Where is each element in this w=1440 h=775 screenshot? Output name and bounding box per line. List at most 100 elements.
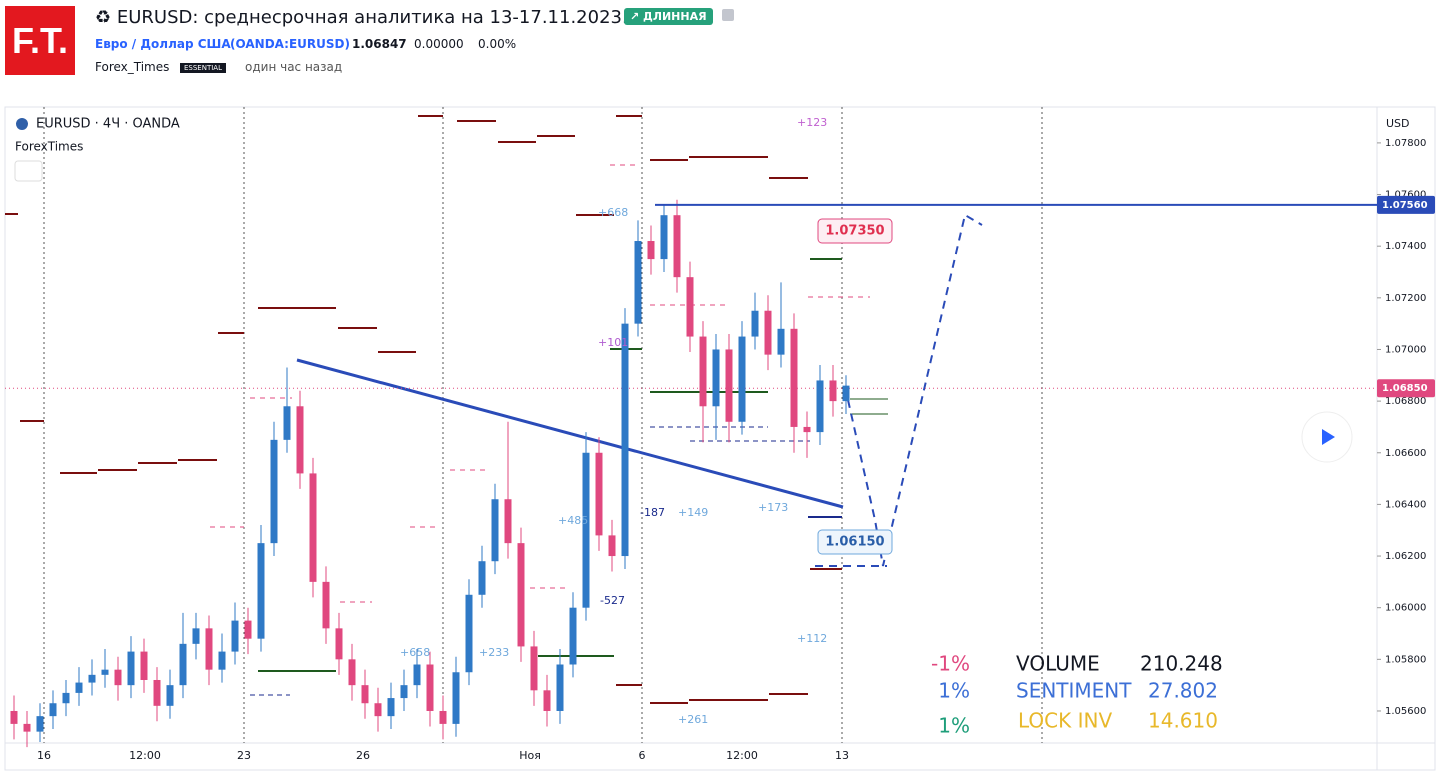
currency: USD — [1386, 117, 1410, 130]
candle-body — [842, 385, 850, 402]
pink-levels — [210, 164, 870, 603]
price-tag — [1377, 195, 1435, 214]
annotation: +101 — [598, 336, 628, 349]
trend-line — [296, 358, 844, 509]
candle-body — [777, 328, 785, 355]
candle-body — [816, 380, 824, 433]
candle-body — [218, 651, 226, 670]
candle-body — [413, 664, 421, 686]
stat-name: VOLUME — [1016, 652, 1100, 676]
candle-body — [439, 710, 447, 724]
candle-body — [569, 607, 577, 665]
annotation: +261 — [678, 713, 708, 726]
candle-body — [283, 406, 291, 440]
annotation: +149 — [678, 506, 708, 519]
annotation: +485 — [558, 514, 588, 527]
collapse-button[interactable] — [14, 160, 43, 182]
instrument[interactable]: Евро / Доллар США — [95, 37, 231, 51]
green-levels — [258, 258, 888, 672]
candle-body — [88, 674, 96, 683]
candle-body — [75, 682, 83, 693]
candle-body — [725, 349, 733, 422]
indicator-name: ForexTimes — [15, 140, 83, 154]
annotation: +112 — [797, 632, 827, 645]
candle-body — [504, 499, 512, 544]
price: 1.06847 — [352, 37, 407, 51]
y-tick-label: 1.06800 — [1385, 396, 1426, 407]
candle-body — [374, 703, 382, 717]
candle-body — [348, 659, 356, 686]
annotation: -187 — [640, 506, 665, 519]
candle-body — [530, 646, 538, 691]
candle-body — [309, 473, 317, 582]
candle-body — [153, 679, 161, 706]
annotation: +173 — [758, 501, 788, 514]
candle-body — [62, 692, 70, 704]
author[interactable]: Forex_Times — [95, 60, 170, 74]
x-tick-label: 12:00 — [726, 749, 758, 762]
level-lines — [5, 115, 842, 704]
candle-body — [751, 310, 759, 337]
candle-body — [192, 628, 200, 644]
change: 0.00000 — [414, 37, 464, 51]
candle-body — [790, 328, 798, 427]
time: один час назад — [245, 60, 343, 74]
candle-body — [23, 723, 31, 732]
stat-name: SENTIMENT — [1016, 679, 1132, 703]
y-tick-label: 1.07400 — [1385, 241, 1426, 252]
badge: ↗ ДЛИННАЯ — [624, 8, 713, 25]
candle-body — [686, 277, 694, 337]
symbol-icon — [16, 118, 28, 130]
candle-body — [426, 664, 434, 711]
change-pct: 0.00% — [478, 37, 517, 51]
projection-path — [815, 213, 983, 567]
y-tick-label: 1.06600 — [1385, 448, 1426, 459]
candle-body — [400, 685, 408, 699]
candle-body — [608, 535, 616, 557]
candle-body — [556, 664, 564, 711]
x-tick-label: 26 — [356, 749, 370, 762]
annotation: +668 — [598, 206, 628, 219]
symbol[interactable]: (OANDA:EURUSD) — [230, 37, 350, 51]
candle-body — [49, 703, 57, 717]
x-tick-label: 13 — [835, 749, 849, 762]
callout-box — [817, 218, 893, 244]
idea-title: ♻ EURUSD: среднесрочная аналитика на 13-… — [95, 7, 628, 28]
stat-pct: -1% — [931, 652, 970, 676]
y-tick-label: 1.07000 — [1385, 344, 1426, 355]
candle-body — [361, 685, 369, 704]
candle-body — [335, 628, 343, 660]
play-icon[interactable] — [1322, 429, 1335, 445]
candle-body — [829, 380, 837, 402]
candle-body — [465, 594, 473, 673]
candle-body — [491, 499, 499, 562]
chart-legend: EURUSD · 4Ч · OANDA — [36, 117, 180, 132]
x-tick-label: 23 — [237, 749, 251, 762]
candle-body — [738, 336, 746, 422]
lock-icon — [722, 9, 734, 21]
stat-pct: 1% — [938, 679, 970, 703]
candle-body — [634, 241, 642, 324]
candle-body — [647, 241, 655, 260]
candle-body — [660, 215, 668, 260]
candle-body — [803, 426, 811, 433]
logo[interactable]: F.T. — [5, 6, 75, 75]
price-tag-label: 1.07560 — [1382, 200, 1428, 211]
candle-body — [101, 669, 109, 675]
candle-body — [764, 310, 772, 355]
candle-body — [244, 620, 252, 639]
candle-body — [257, 543, 265, 639]
candle-body — [10, 710, 18, 724]
candle-body — [543, 690, 551, 711]
candle-body — [140, 651, 148, 680]
candle-body — [127, 651, 135, 686]
x-tick-label: 6 — [639, 749, 646, 762]
stat-name: LOCK INV — [1018, 709, 1112, 733]
y-tick-label: 1.06000 — [1385, 603, 1426, 614]
y-tick-label: 1.06400 — [1385, 499, 1426, 510]
blue-levels — [250, 426, 842, 696]
callout-box — [817, 529, 893, 555]
candle-body — [452, 672, 460, 724]
